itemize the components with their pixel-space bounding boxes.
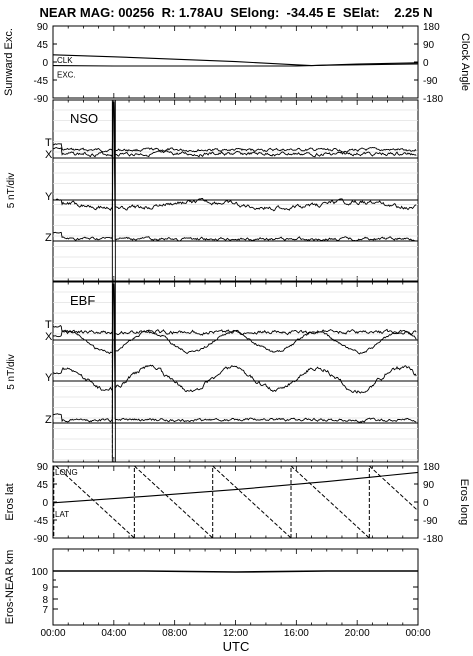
x-tick-label: 16:00	[284, 628, 309, 639]
trace-label-t: T	[45, 319, 52, 331]
y-tick-label-left: 90	[37, 22, 49, 33]
trace-label-x: X	[45, 331, 53, 343]
panel-3-label: EBF	[70, 293, 95, 308]
panel-4-frame	[52, 465, 419, 539]
x-tick-label: 00:00	[405, 628, 430, 639]
series-line-lat	[52, 471, 419, 504]
x-tick-label: 20:00	[345, 628, 370, 639]
trace-label-t: T	[45, 137, 52, 149]
y-tick-label-right: 180	[423, 22, 440, 33]
trace-x	[52, 283, 417, 355]
y-tick-label-left: 45	[37, 480, 49, 491]
trace-y	[52, 101, 417, 212]
trace-y	[52, 283, 417, 394]
series-label-long: LONG	[55, 468, 78, 477]
x-tick-label: 12:00	[223, 628, 248, 639]
data-gap-marker	[111, 281, 116, 463]
y-axis-label-left: Sunward Exc.	[3, 28, 15, 96]
y-axis-label: 5 nT/div	[6, 354, 17, 390]
figure-title: NEAR MAG: 00256 R: 1.78AU SElong: -34.45…	[39, 5, 432, 20]
series-label-exc: EXC.	[57, 71, 76, 80]
y-axis-label-right: Eros long	[458, 479, 470, 525]
y-tick-label: 9	[42, 583, 48, 594]
trace-z	[52, 283, 417, 423]
panel-2-label: NSO	[70, 111, 98, 126]
panel-2-frame	[52, 99, 419, 282]
series-line-long	[290, 465, 370, 539]
series-line-long	[134, 465, 214, 539]
series-label-clk: CLK	[57, 56, 73, 65]
series-line-clk	[52, 54, 419, 67]
y-tick-label-right: 0	[423, 498, 429, 509]
y-axis-label-right: Clock Angle	[459, 33, 471, 91]
y-tick-label: 8	[42, 595, 48, 606]
series-line-long	[368, 465, 419, 512]
trace-z	[52, 101, 417, 242]
y-tick-label-right: -180	[423, 534, 443, 545]
panel-5-frame	[52, 548, 419, 626]
y-axis-label: Eros-NEAR km	[4, 550, 16, 625]
trace-label-y: Y	[45, 191, 53, 203]
y-tick-label-left: 0	[42, 498, 48, 509]
x-tick-label: 04:00	[101, 628, 126, 639]
y-axis-label: 5 nT/div	[6, 173, 17, 209]
series-label-lat: LAT	[55, 510, 69, 519]
y-tick-label-left: -45	[34, 76, 49, 87]
y-tick-label: 7	[42, 605, 48, 616]
y-tick-label-right: -180	[423, 94, 443, 105]
panel-3-frame	[52, 281, 419, 463]
trace-label-x: X	[45, 149, 53, 161]
x-tick-label: 00:00	[40, 628, 65, 639]
y-tick-label-right: -90	[423, 516, 438, 527]
series-line-long	[212, 465, 292, 539]
y-tick-label-right: 90	[423, 40, 435, 51]
trace-label-y: Y	[45, 372, 53, 384]
y-tick-label-right: -90	[423, 76, 438, 87]
y-tick-label-right: 0	[423, 58, 429, 69]
x-axis-label: UTC	[223, 639, 250, 654]
y-tick-label-left: 0	[42, 58, 48, 69]
series-line-exc	[52, 63, 419, 67]
y-tick-label: 100	[31, 567, 48, 578]
series-line-range	[53, 570, 418, 573]
y-tick-label-left: 45	[37, 40, 49, 51]
trace-label-z: Z	[45, 232, 52, 244]
y-tick-label-right: 180	[423, 462, 440, 473]
y-tick-label-left: -90	[34, 534, 49, 545]
trace-label-z: Z	[45, 414, 52, 426]
y-tick-label-left: -45	[34, 516, 49, 527]
x-tick-label: 08:00	[162, 628, 187, 639]
trace-t	[52, 101, 417, 153]
y-tick-label-left: -90	[34, 94, 49, 105]
y-axis-label-left: Eros lat	[4, 483, 16, 520]
y-tick-label-right: 90	[423, 480, 435, 491]
y-tick-label-left: 90	[37, 462, 49, 473]
